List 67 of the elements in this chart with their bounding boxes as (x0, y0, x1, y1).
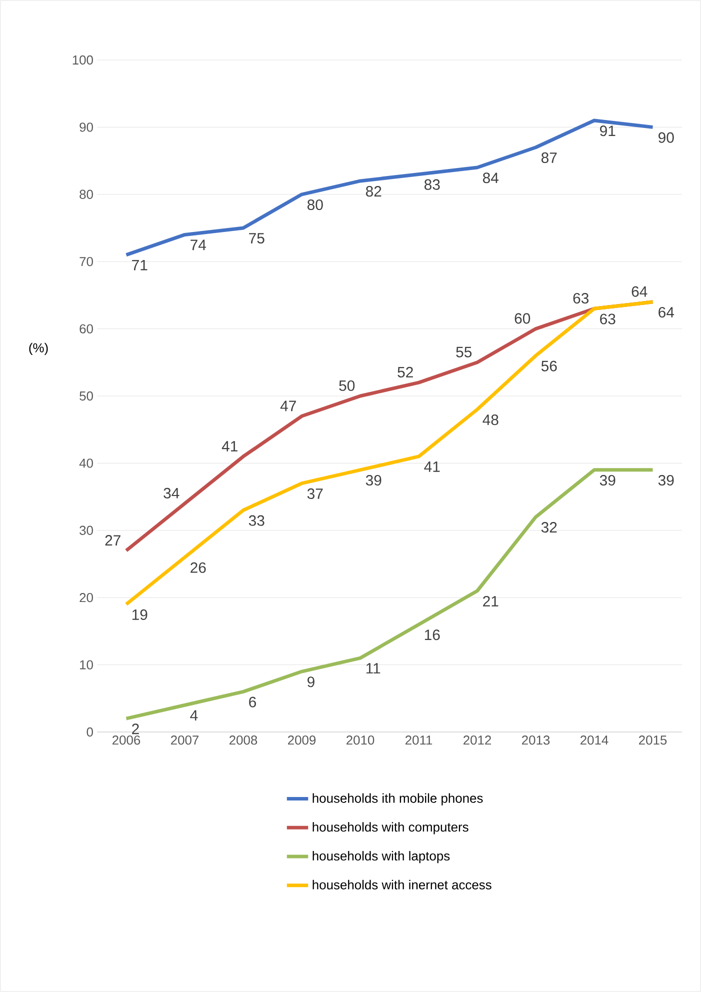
legend-label: households ith mobile phones (312, 793, 483, 806)
x-tick-label: 2014 (580, 736, 608, 745)
legend-label: households with laptops (312, 851, 450, 864)
y-tick-label: 20 (80, 593, 93, 602)
data-label: 32 (541, 522, 557, 533)
y-tick-label: 40 (79, 458, 93, 468)
y-tick-label: 80 (80, 190, 93, 199)
data-label: 11 (366, 663, 380, 674)
data-label: 64 (658, 306, 674, 318)
x-tick-label: 2010 (346, 736, 374, 745)
y-tick-label: 70 (80, 257, 93, 266)
data-label: 64 (632, 286, 648, 297)
x-tick-label: 2009 (288, 736, 316, 745)
data-label: 41 (424, 462, 440, 472)
data-label: 91 (600, 126, 616, 136)
y-tick-label: 100 (72, 55, 93, 65)
data-label: 60 (514, 313, 530, 324)
data-label: 52 (398, 366, 413, 378)
legend-label: households with inernet access (312, 880, 492, 890)
data-label: 71 (132, 260, 148, 270)
data-label: 6 (249, 696, 256, 708)
data-label: 55 (456, 346, 472, 358)
data-label: 47 (280, 400, 296, 412)
data-label: 4 (190, 710, 198, 720)
data-label: 19 (132, 609, 148, 620)
y-tick-label: 0 (86, 727, 93, 737)
x-tick-label: 2011 (405, 736, 432, 745)
y-tick-label: 10 (80, 660, 93, 670)
data-label: 21 (483, 596, 498, 606)
data-label: 84 (482, 172, 499, 184)
legend-label: households with computers (312, 822, 468, 834)
y-tick-label: 90 (80, 122, 93, 132)
data-label: 63 (600, 314, 616, 324)
y-tick-label: 30 (80, 526, 93, 535)
data-label: 16 (424, 630, 440, 640)
data-label: 39 (366, 474, 382, 486)
data-label: 41 (222, 441, 238, 452)
data-label: 83 (424, 179, 440, 190)
data-label: 48 (482, 414, 498, 426)
data-label: 75 (249, 233, 264, 244)
x-tick-label: 2013 (522, 736, 550, 745)
x-tick-label: 2007 (171, 736, 198, 745)
data-label: 50 (339, 380, 355, 391)
data-label: 80 (307, 199, 323, 210)
data-label: 27 (105, 535, 120, 546)
data-label: 37 (307, 488, 323, 499)
data-label: 39 (600, 474, 616, 486)
data-label: 63 (573, 292, 589, 304)
y-axis-title: (%) (29, 342, 48, 355)
data-label: 74 (190, 240, 206, 250)
y-tick-label: 60 (80, 324, 93, 334)
x-tick-label: 2008 (230, 736, 258, 745)
data-label: 26 (190, 562, 206, 573)
x-tick-label: 2012 (464, 736, 491, 745)
data-label: 87 (541, 152, 557, 163)
data-label: 33 (248, 515, 264, 526)
data-label: 39 (658, 474, 674, 486)
data-label: 90 (658, 132, 674, 143)
data-label: 2 (132, 724, 139, 734)
y-tick-label: 50 (80, 391, 93, 401)
x-tick-label: 2006 (112, 736, 140, 745)
line-series (124, 118, 655, 257)
x-tick-label: 2015 (639, 736, 667, 745)
data-label: 34 (164, 488, 180, 498)
data-label: 9 (308, 676, 314, 688)
data-label: 82 (366, 186, 382, 197)
data-label: 56 (541, 360, 557, 372)
